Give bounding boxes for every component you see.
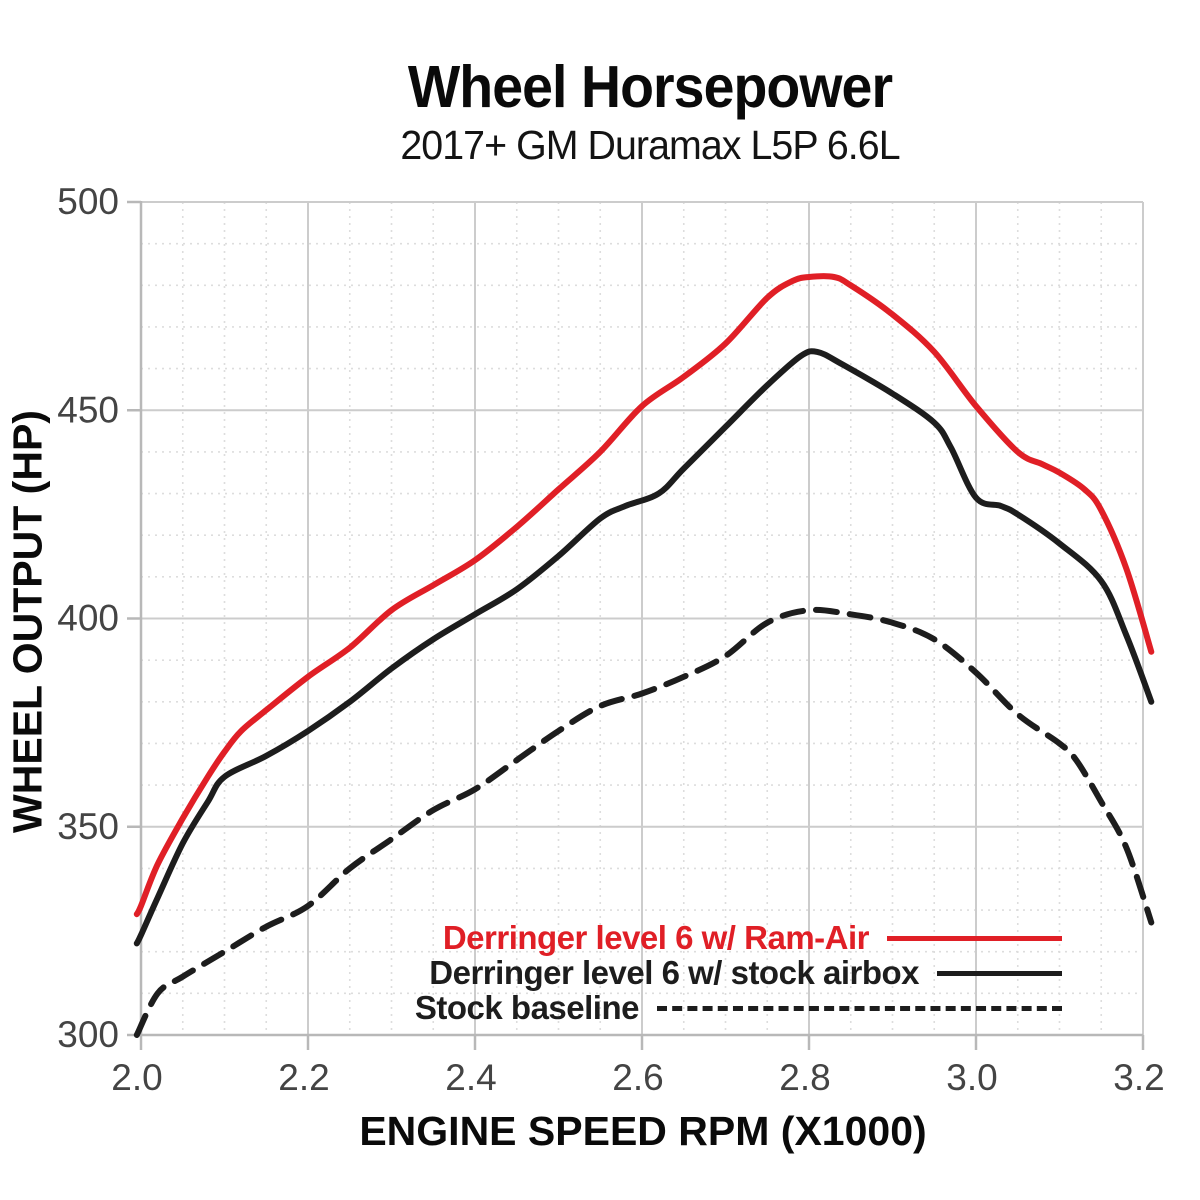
y-tick-label: 500 [57,181,119,222]
legend-label-stock-baseline: Stock baseline [414,989,640,1026]
legend-line-sample-solid-red [887,935,1062,941]
chart-subtitle: 2017+ GM Duramax L5P 6.6L [400,122,900,168]
y-tick-label: 400 [57,598,119,639]
series-curve-0 [133,273,1155,918]
title-block: Wheel Horsepower 2017+ GM Duramax L5P 6.… [100,58,1200,168]
legend-line-sample-dashed-black [657,1005,1062,1011]
legend-item-stock-baseline: Stock baseline [414,989,1062,1026]
x-tick-label: 2.2 [278,1057,329,1098]
x-tick-label: 2.4 [445,1057,496,1098]
y-axis-title: WHEEL OUTPUT (HP) [4,410,51,833]
y-tick-label: 450 [57,389,119,430]
legend-item-ramair: Derringer level 6 w/ Ram-Air [442,919,1062,956]
chart-title: Wheel Horsepower [407,54,893,120]
x-tick-label: 2.6 [612,1057,663,1098]
legend-line-sample-solid-black [937,970,1062,976]
legend-label-stock-airbox: Derringer level 6 w/ stock airbox [429,954,919,991]
y-tick-label: 350 [57,806,119,847]
x-tick-label: 3.2 [1113,1057,1164,1098]
legend-label-ramair: Derringer level 6 w/ Ram-Air [442,919,870,956]
x-tick-label: 2.0 [111,1057,162,1098]
x-tick-label: 2.8 [779,1057,830,1098]
x-axis-title: ENGINE SPEED RPM (X1000) [359,1108,927,1154]
legend-item-stock-airbox: Derringer level 6 w/ stock airbox [429,954,1062,991]
y-tick-label: 300 [57,1014,119,1055]
series-curve-2 [133,606,1155,1038]
series-curve-1 [133,348,1155,947]
x-tick-label: 3.0 [946,1057,997,1098]
